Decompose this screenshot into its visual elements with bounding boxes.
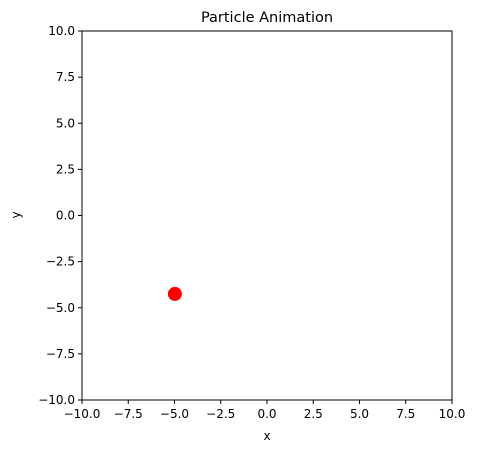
scatter-points <box>167 286 182 301</box>
x-tick-label: −5.0 <box>160 407 189 421</box>
x-tick-label: −10.0 <box>64 407 101 421</box>
x-tick-label: 2.5 <box>304 407 323 421</box>
x-tick-label: −7.5 <box>114 407 143 421</box>
plot-area-frame <box>81 30 453 401</box>
x-tick-label: 0.0 <box>257 407 276 421</box>
y-tick-label: −7.5 <box>46 347 75 361</box>
y-tick-label: 10.0 <box>48 24 75 38</box>
x-tick-label: 7.5 <box>396 407 415 421</box>
x-axis-ticks: −10.0 −7.5 −5.0 −2.5 0.0 2.5 5.0 7.5 10.0 <box>64 400 466 421</box>
y-axis-label: y <box>9 211 23 218</box>
x-tick-label: −2.5 <box>206 407 235 421</box>
y-tick-label: 0.0 <box>56 209 75 223</box>
y-tick-label: −2.5 <box>46 255 75 269</box>
y-tick-label: 7.5 <box>56 70 75 84</box>
y-tick-label: −10.0 <box>38 393 75 407</box>
x-axis-label: x <box>263 429 270 443</box>
y-tick-label: −5.0 <box>46 301 75 315</box>
chart-title: Particle Animation <box>201 10 333 26</box>
x-tick-label: 5.0 <box>350 407 369 421</box>
x-tick-label: 10.0 <box>439 407 466 421</box>
y-tick-label: 5.0 <box>56 116 75 130</box>
y-tick-label: 2.5 <box>56 162 75 176</box>
y-axis-ticks: −10.0 −7.5 −5.0 −2.5 0.0 2.5 5.0 7.5 10.0 <box>38 24 82 407</box>
particle-point <box>167 286 182 301</box>
